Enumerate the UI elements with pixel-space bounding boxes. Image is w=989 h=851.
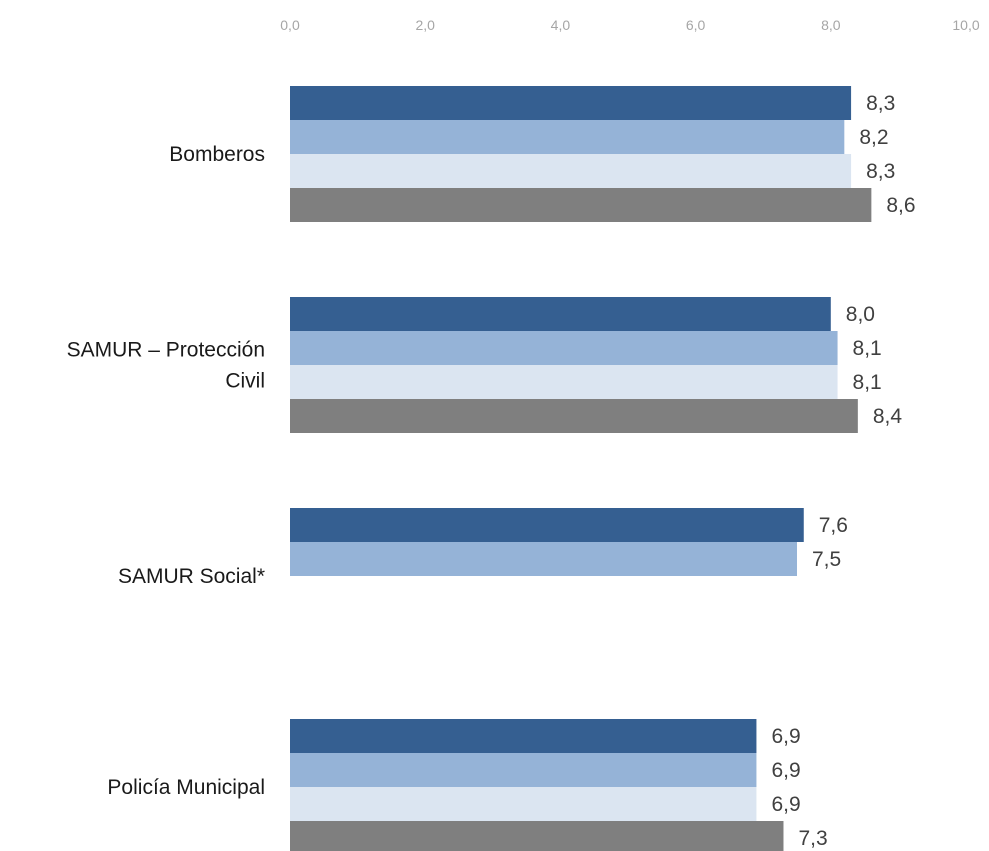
bar (290, 542, 797, 576)
x-tick-label: 0,0 (280, 17, 300, 33)
bar-value-label: 8,3 (866, 160, 895, 183)
bar (290, 719, 757, 753)
category-label: SAMUR Social* (118, 565, 265, 588)
bar (290, 120, 845, 154)
bars (290, 86, 872, 851)
bar (290, 154, 852, 188)
bar (290, 821, 784, 851)
bar-value-label: 8,0 (846, 303, 875, 326)
x-tick-label: 2,0 (415, 17, 435, 33)
bar-value-label: 8,6 (886, 194, 915, 217)
bar (290, 297, 831, 331)
bar-value-label: 8,1 (853, 371, 882, 394)
bar (290, 188, 872, 222)
bar (290, 86, 852, 120)
category-label: Civil (225, 370, 265, 393)
bar (290, 399, 858, 433)
bar (290, 365, 838, 399)
x-tick-label: 6,0 (686, 17, 706, 33)
bar-value-label: 7,3 (798, 827, 827, 850)
bar-value-label: 8,4 (873, 405, 903, 428)
x-tick-label: 8,0 (821, 17, 841, 33)
bar-value-label: 8,3 (866, 92, 895, 115)
bar (290, 787, 757, 821)
x-tick-label: 10,0 (952, 17, 979, 33)
bar-value-label: 6,9 (771, 793, 800, 816)
category-labels: Bomberos SAMUR – Protección Civil SAMUR Soc… (67, 143, 265, 799)
category-label: Bomberos (169, 143, 265, 166)
data-labels: 8,3 8,0 7,6 6,9 8,2 8,1 7,5 6,9 8,3 8,1 6,9 8,6 8,4 7… (771, 92, 915, 850)
bar-value-label: 7,5 (812, 548, 841, 571)
bar-value-label: 6,9 (771, 725, 800, 748)
bar-value-label: 7,6 (819, 514, 848, 537)
category-label: SAMUR – Protección (67, 339, 265, 362)
category-label: Policía Municipal (107, 776, 265, 799)
x-tick-label: 4,0 (551, 17, 571, 33)
bar (290, 508, 804, 542)
bar-value-label: 8,1 (853, 337, 882, 360)
bar (290, 331, 838, 365)
bar-value-label: 8,2 (859, 126, 888, 149)
x-axis-ticks: 0,0 2,0 4,0 6,0 8,0 10,0 (280, 17, 980, 33)
bar (290, 753, 757, 787)
bar-value-label: 6,9 (771, 759, 800, 782)
